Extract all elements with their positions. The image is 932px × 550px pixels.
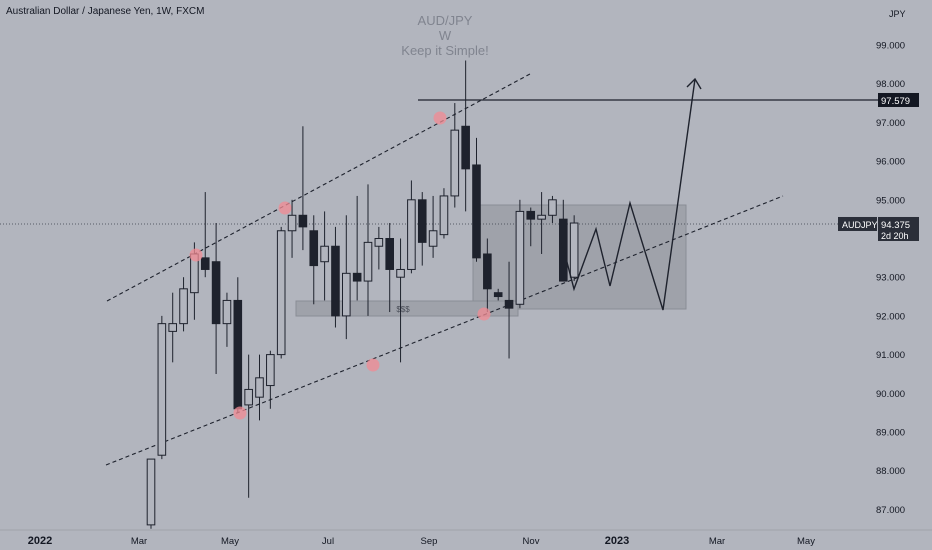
bar-countdown: 2d 20h	[881, 231, 909, 241]
candle-body	[222, 299, 232, 325]
time-axis-label: May	[797, 536, 815, 547]
price-tick-label: 91.000	[876, 350, 905, 361]
touch-marker	[366, 358, 380, 372]
price-tick-label: 97.000	[876, 118, 905, 129]
time-axis-label: May	[221, 536, 239, 547]
candle-body	[298, 214, 308, 228]
time-axis-label: 2022	[28, 535, 52, 547]
candle-body	[255, 377, 264, 398]
candle-body	[266, 354, 275, 387]
price-tick-label: 88.000	[876, 466, 905, 477]
candle-body	[168, 323, 177, 332]
level-label-box	[878, 92, 919, 107]
watermark-interval: W	[438, 28, 452, 43]
time-axis-label: Jul	[322, 536, 334, 547]
candle-body	[157, 323, 167, 456]
range-box	[472, 204, 687, 310]
liquidity-zone	[295, 300, 519, 317]
time-axis-label: 2023	[605, 535, 629, 547]
price-tick-label: 92.000	[876, 311, 905, 322]
candle-body	[493, 292, 503, 298]
liquidity-label: $$$	[396, 305, 410, 314]
touch-marker	[477, 307, 491, 321]
time-axis-label: Nov	[523, 536, 540, 547]
symbol-title: Australian Dollar / Japanese Yen, 1W, FX…	[6, 6, 205, 17]
level-label: 97.579	[881, 96, 910, 107]
candle-body	[428, 230, 438, 247]
candle-body	[385, 238, 394, 270]
candle-body	[233, 299, 243, 410]
touch-marker	[233, 406, 247, 420]
candle-body	[211, 261, 221, 325]
channel-upper-line	[106, 73, 531, 302]
candle-body	[342, 272, 351, 317]
candle-body	[483, 253, 492, 290]
channel-lower-line	[105, 195, 784, 466]
candle-body	[331, 245, 340, 317]
watermark-symbol: AUD/JPY	[417, 13, 473, 28]
price-axis-currency: JPY	[889, 9, 906, 19]
last-price-label: 94.375	[881, 220, 910, 231]
candle-body	[146, 458, 156, 526]
price-tick-label: 87.000	[876, 505, 905, 516]
candle-body	[515, 210, 525, 305]
candle-body	[287, 214, 297, 232]
price-tick-label: 99.000	[876, 41, 905, 52]
candle-body	[537, 214, 546, 220]
candle-body	[363, 241, 373, 282]
candle-body	[396, 268, 405, 278]
candle-body	[309, 230, 319, 267]
price-tick-label: 93.000	[876, 273, 905, 284]
candle-body	[320, 245, 329, 263]
candle-body	[450, 129, 460, 197]
candle-body	[244, 388, 253, 406]
price-tick-label: 98.000	[876, 79, 905, 90]
candle-body	[548, 199, 557, 216]
touch-marker	[433, 111, 447, 125]
candle-body	[179, 288, 188, 325]
candle-body	[374, 238, 384, 247]
time-axis-label: Sep	[421, 536, 438, 547]
candle-body	[526, 210, 536, 220]
touch-marker	[189, 248, 203, 262]
candle-body	[407, 199, 416, 270]
symbol-tag-box	[838, 216, 877, 231]
time-axis-label: Mar	[709, 536, 725, 547]
time-axis-label: Mar	[131, 536, 147, 547]
candle-body	[472, 164, 481, 259]
candle-body	[461, 125, 470, 170]
candle-body	[200, 257, 210, 270]
touch-marker	[278, 201, 292, 215]
price-tick-label: 90.000	[876, 389, 905, 400]
last-price-box	[878, 216, 919, 241]
projection-path	[561, 78, 696, 311]
price-tick-label: 89.000	[876, 428, 905, 439]
watermark-note: Keep it Simple!	[401, 43, 489, 58]
candle-body	[439, 195, 449, 236]
candle-body	[352, 272, 362, 282]
price-tick-label: 96.000	[876, 157, 905, 168]
projection-arrowhead	[686, 77, 702, 90]
candle-body	[504, 299, 514, 309]
candle-body	[276, 230, 286, 356]
symbol-tag: AUDJPY	[842, 220, 878, 230]
candle-body	[417, 199, 427, 243]
price-tick-label: 95.000	[876, 195, 905, 206]
candle-body	[569, 222, 579, 278]
